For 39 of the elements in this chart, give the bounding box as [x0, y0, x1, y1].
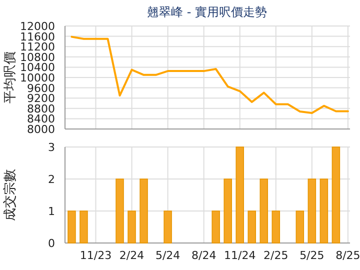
bar	[260, 178, 268, 244]
x-tick-label: 2/24	[119, 249, 144, 262]
bar	[140, 178, 148, 244]
y-tick-label: 12000	[20, 20, 55, 33]
chart-title: 翹翠峰 - 實用呎價走勢	[147, 5, 267, 19]
y-tick-label: 8000	[27, 123, 55, 136]
bar	[164, 210, 172, 244]
bar	[320, 178, 328, 244]
y-tick-label: 1	[48, 205, 55, 218]
x-tick-label: 2/25	[264, 249, 288, 262]
x-tick-label: 8/24	[191, 249, 216, 262]
bar	[68, 210, 76, 244]
x-tick-label: 11/23	[80, 249, 112, 262]
bar	[80, 210, 88, 244]
y-tick-label: 2	[48, 173, 55, 186]
x-tick-label: 5/25	[300, 249, 324, 262]
y-tick-label: 9600	[27, 82, 55, 95]
y-axis-title: 成交宗數	[2, 169, 18, 221]
bar	[224, 178, 232, 244]
bar	[272, 210, 280, 244]
y-tick-label: 11600	[20, 30, 55, 44]
y-tick-label: 8400	[27, 112, 55, 126]
bar	[296, 210, 304, 244]
bar	[308, 178, 316, 244]
y-axis-title: 平均呎價	[3, 52, 18, 104]
x-tick-label: 8/25	[336, 249, 360, 262]
line-series	[70, 36, 349, 114]
x-tick-label: 5/24	[155, 249, 180, 262]
bar	[116, 178, 124, 244]
bar	[212, 210, 220, 244]
bar	[332, 146, 340, 244]
y-tick-label: 10000	[20, 72, 55, 84]
bar	[248, 210, 256, 244]
bar	[128, 210, 136, 244]
y-tick-label: 0	[48, 237, 55, 250]
x-tick-label: 11/24	[224, 249, 256, 262]
bar	[236, 146, 244, 244]
y-tick-label: 10400	[20, 61, 55, 74]
y-tick-label: 3	[48, 141, 55, 154]
